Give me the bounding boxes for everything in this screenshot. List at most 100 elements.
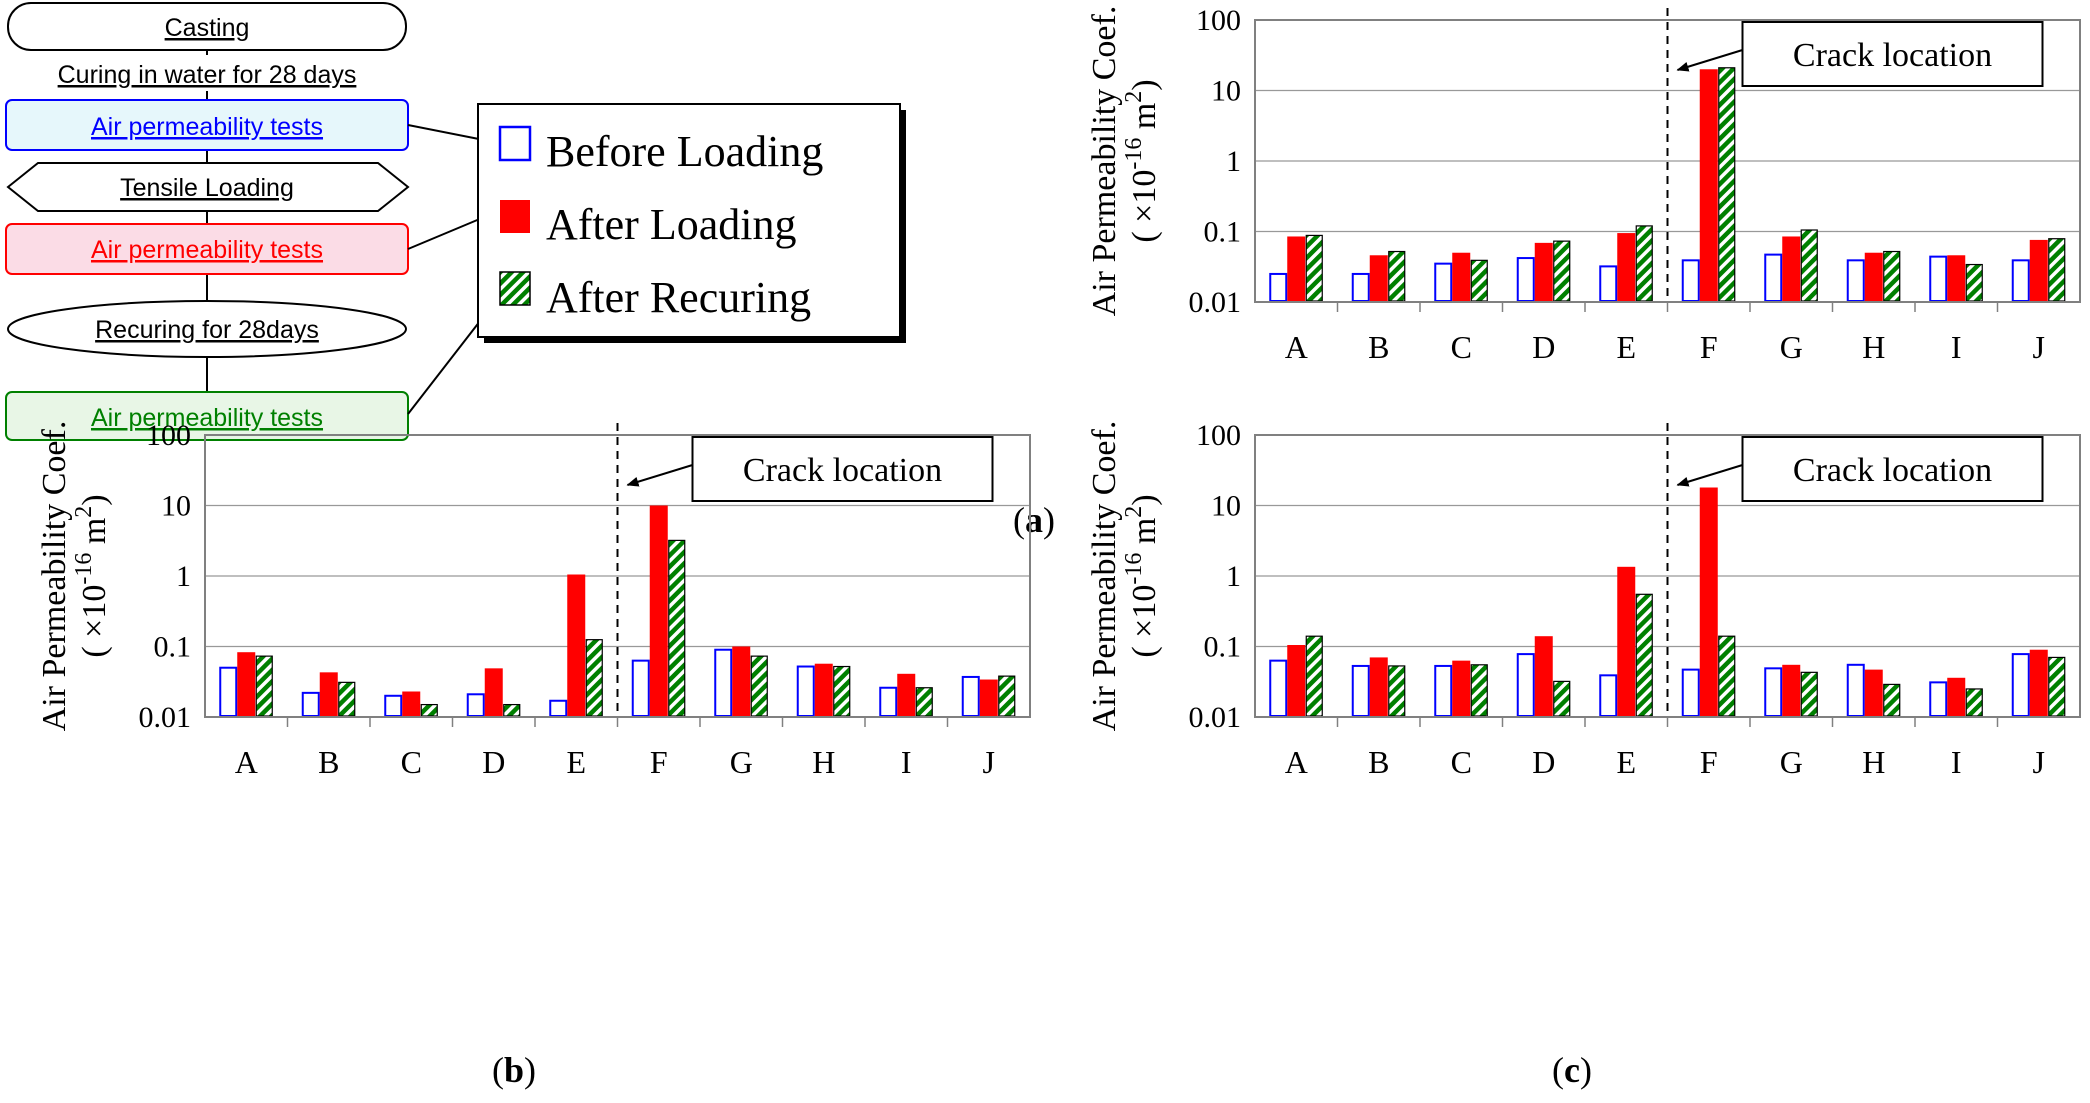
panel-c-bar-after-loading-B (1369, 657, 1388, 717)
legend-label-after-recuring: After Recuring (546, 273, 811, 322)
panel-a-xtick-label-B: B (1368, 329, 1389, 365)
panel-c-bar-after-recuring-D (1553, 680, 1571, 717)
panel-a-bar-after-loading-B (1369, 255, 1388, 302)
panel-a-bar-before-loading-D (1516, 257, 1535, 302)
panel-a-bar-after-recuring-I (1965, 263, 1983, 302)
panel-c-bar-after-recuring-G (1800, 671, 1818, 717)
panel-a-bar-before-loading-E (1599, 265, 1618, 303)
panel-b-xtick-label-A: A (235, 744, 258, 780)
panel-c-bar-after-loading-A (1287, 645, 1306, 717)
panel-a-bar-after-recuring-E (1635, 225, 1653, 302)
panel-a-bar-after-loading-D (1534, 242, 1553, 302)
panel-a-xtick-label-E: E (1616, 329, 1636, 365)
panel-b-bar-before-loading-E (549, 699, 568, 718)
panel-c-bar-after-recuring-I (1965, 688, 1983, 717)
legend-label-after-loading: After Loading (546, 200, 796, 249)
flowchart-step-test3: Air permeability tests (91, 404, 323, 432)
flowchart-step-recuring-shape (7, 300, 407, 358)
panel-a-bar-before-loading-G (1764, 253, 1783, 302)
panel-b-bar-before-loading-I (879, 686, 898, 718)
panel-c-bar-after-loading-J (2029, 649, 2048, 717)
panel-a-bar-before-loading-I (1929, 255, 1948, 303)
panel-b-bar-after-recuring-D (503, 703, 521, 717)
panel-b-bar-before-loading-H (796, 665, 815, 718)
panel-a-bar-after-recuring-H (1883, 250, 1901, 302)
panel-a-bar-after-loading-H (1864, 252, 1883, 302)
panel-c-xtick-label-B: B (1368, 744, 1389, 780)
legend-swatch-after-loading (500, 200, 530, 233)
panel-b-bar-before-loading-J (961, 675, 980, 717)
panel-b-ytick-label: 0.1 (154, 631, 192, 664)
panel-b-crack-annotation-box (691, 436, 994, 502)
panel-c-bar-after-recuring-A (1305, 635, 1323, 717)
panel-b-bar-after-recuring-A (255, 655, 273, 717)
panel-c-ytick-label: 0.1 (1204, 631, 1242, 664)
panel-a-bar-after-recuring-B (1388, 250, 1406, 302)
panel-c-bar-before-loading-F (1681, 668, 1700, 718)
panel-c-ytick-label: 100 (1196, 419, 1241, 452)
panel-b-bar-before-loading-C (384, 694, 403, 718)
panel-b-xtick-label-C: C (401, 744, 422, 780)
panel-c-xtick-label-H: H (1862, 744, 1885, 780)
panel-b-yunit: ( ×10-16 m2) (71, 494, 113, 657)
panel-a-xtick-label-F: F (1700, 329, 1718, 365)
panel-b-bar-before-loading-F (631, 659, 650, 717)
panel-a-bar-after-recuring-C (1470, 259, 1488, 302)
panel-a-ytick-label: 10 (1211, 75, 1241, 108)
chart-panel-b: 100 10 1 0.1 0.01 A B C D E F G H I J Crack location Air… (36, 419, 1031, 1090)
legend-swatch-before-loading (498, 125, 532, 162)
panel-c-bar-after-loading-D (1534, 636, 1553, 717)
panel-b-bar-after-recuring-B (338, 681, 356, 717)
panel-a-bar-after-loading-A (1287, 236, 1306, 302)
panel-a-xtick-label-H: H (1862, 329, 1885, 365)
panel-b-bar-after-loading-H (814, 663, 833, 717)
legend: Before Loading After Loading After Recur… (477, 103, 906, 343)
panel-c-bar-after-recuring-C (1470, 664, 1488, 717)
panel-b-bar-after-loading-B (319, 672, 338, 717)
panel-b-caption: (b) (492, 1050, 536, 1090)
panel-b-bar-after-loading-E (567, 574, 586, 717)
flowchart-step-test2: Air permeability tests (91, 236, 323, 264)
chart-panel-c: 100 10 1 0.1 0.01 A B C D E F G H I J Crack location Air… (1086, 419, 2081, 1090)
panel-c-bar-after-recuring-E (1635, 593, 1653, 717)
panel-b-bar-after-loading-J (979, 679, 998, 717)
panel-a-xtick-label-A: A (1285, 329, 1308, 365)
panel-a-yunit: ( ×10-16 m2) (1121, 79, 1163, 242)
flowchart-step-curing-bg (30, 55, 386, 91)
panel-c-bar-after-recuring-H (1883, 683, 1901, 717)
panel-c-bar-after-loading-C (1452, 660, 1471, 717)
panel-c-bar-before-loading-G (1764, 667, 1783, 718)
panel-a-bar-after-loading-I (1947, 255, 1966, 302)
panel-c-bar-before-loading-E (1599, 674, 1618, 718)
panel-b-bar-after-recuring-F (668, 539, 686, 717)
panel-b-xtick-label-E: E (566, 744, 586, 780)
panel-a-crack-arrow (1676, 49, 1743, 72)
panel-c-yunit: ( ×10-16 m2) (1121, 494, 1163, 657)
panel-b-bar-before-loading-G (714, 648, 733, 717)
legend-label-before-loading: Before Loading (546, 127, 823, 176)
panel-c-bar-after-loading-H (1864, 669, 1883, 717)
panel-a-bar-before-loading-A (1269, 272, 1288, 302)
panel-a-bar-after-loading-F (1699, 69, 1718, 303)
panel-a-xtick-label-G: G (1780, 329, 1803, 365)
panel-b-bar-after-recuring-G (750, 655, 768, 717)
chart-panel-a: 100 10 1 0.1 0.01 A B C D E F G H I J Crack location Air… (1013, 4, 2081, 540)
panel-b-xtick-label-J: J (983, 744, 995, 780)
panel-c-ytick-label: 10 (1211, 490, 1241, 523)
panel-b-xtick-label-F: F (650, 744, 668, 780)
panel-a-bar-after-recuring-J (2048, 238, 2066, 302)
panel-a-bar-after-loading-C (1452, 252, 1471, 302)
panel-c-bar-after-loading-E (1617, 566, 1636, 717)
panel-c-bar-before-loading-H (1846, 663, 1865, 718)
panel-c-bar-after-recuring-F (1718, 635, 1736, 717)
panel-c-crack-arrow (1676, 464, 1743, 487)
panel-c-bar-before-loading-A (1269, 659, 1288, 717)
panel-b-bar-after-loading-I (897, 673, 916, 717)
panel-c-xtick-label-J: J (2033, 744, 2045, 780)
flowchart-step-recuring: Recuring for 28days (95, 316, 319, 344)
panel-b-ytick-label: 100 (146, 419, 191, 452)
panel-b-bar-after-loading-F (649, 505, 668, 717)
panel-c-ytick-label: 0.01 (1189, 701, 1242, 734)
panel-b-bar-before-loading-D (466, 693, 485, 718)
